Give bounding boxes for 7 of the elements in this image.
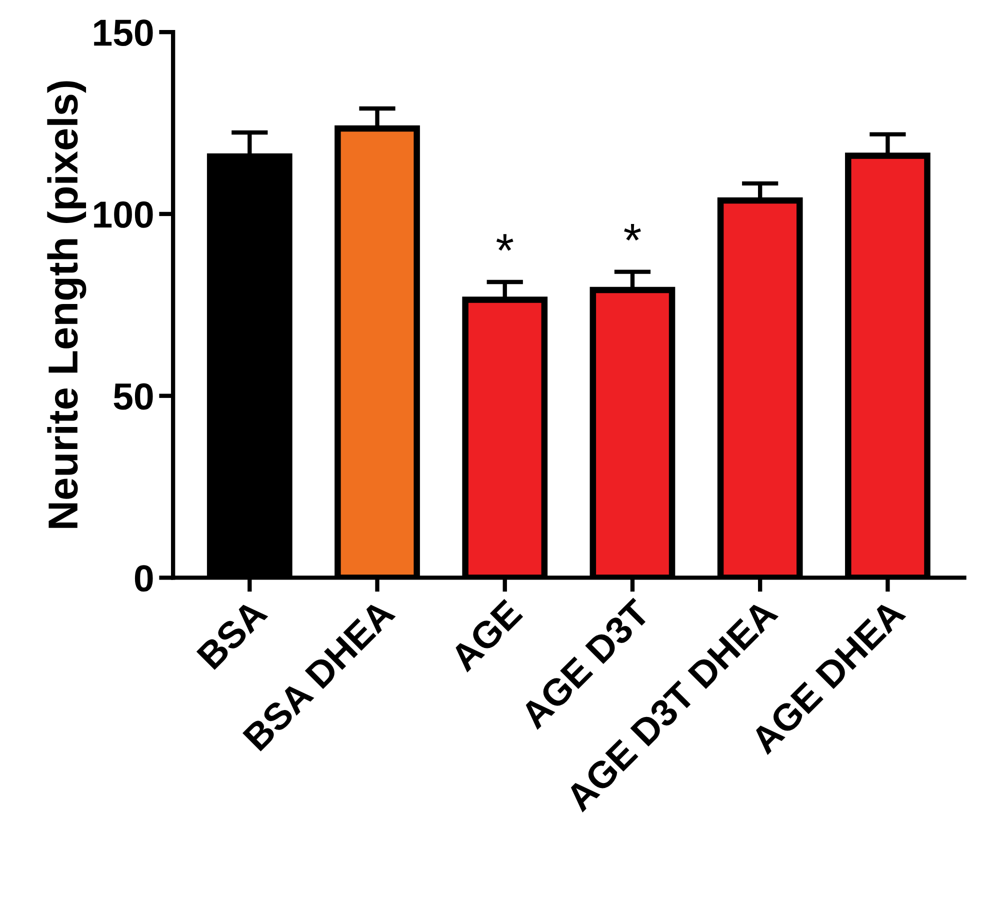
y-tick-label: 0 (134, 565, 153, 592)
y-tick-label: 150 (94, 19, 153, 46)
y-tick-label: 50 (114, 383, 153, 410)
annotation: * (624, 224, 641, 241)
y-axis-title: Neurite Length (pixels) (47, 81, 86, 528)
y-tick-label: 100 (94, 201, 153, 228)
annotation: * (496, 234, 514, 251)
